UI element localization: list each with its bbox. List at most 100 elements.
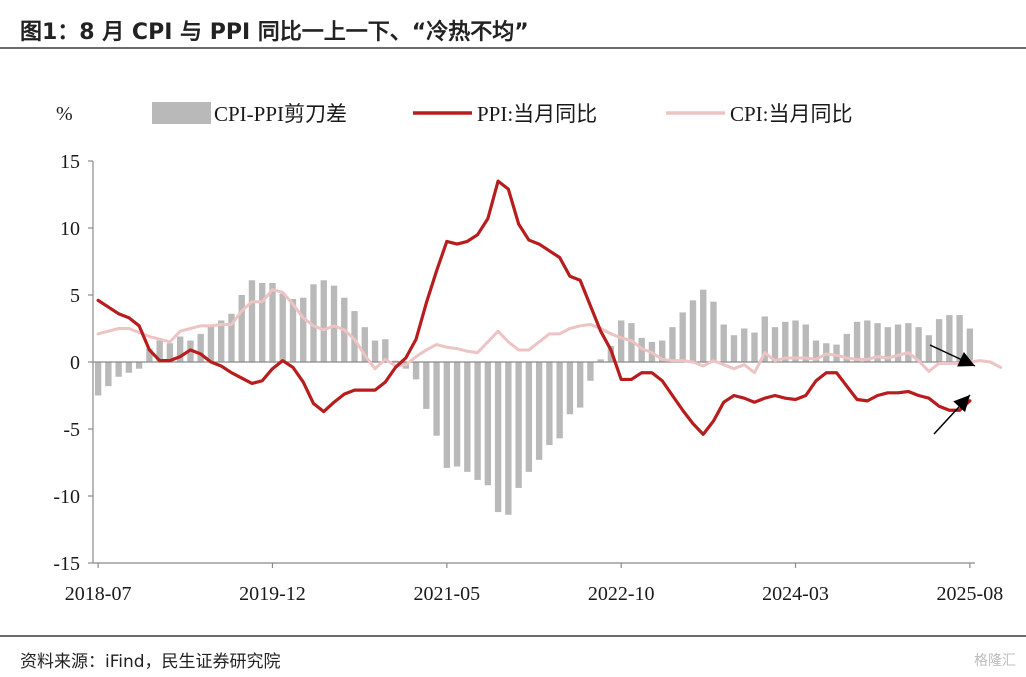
spread-bar	[720, 324, 727, 362]
spread-bar	[330, 285, 338, 362]
spread-bar	[679, 312, 686, 362]
spread-bar	[874, 323, 881, 362]
spread-bar	[864, 320, 871, 362]
spread-bar	[546, 362, 553, 446]
spread-bar	[576, 362, 584, 408]
ppi-up-arrow-head	[953, 395, 970, 413]
spread-bar	[792, 320, 799, 362]
y-axis-label: %	[56, 103, 73, 125]
y-tick-label: -10	[53, 486, 80, 508]
spread-bar	[228, 313, 235, 362]
spread-bar	[905, 323, 912, 362]
source-note: 资料来源：iFind，民生证券研究院	[20, 652, 281, 672]
spread-bar	[453, 362, 461, 467]
spread-bar	[966, 328, 974, 362]
spread-bar	[259, 282, 266, 362]
chart-title: 图1：8 月 CPI 与 PPI 同比一上一下、“冷热不均”	[20, 20, 529, 45]
bottom-divider	[0, 635, 1026, 637]
x-tick-label: 2018-07	[65, 583, 132, 605]
spread-bar	[310, 284, 317, 362]
spread-bar	[782, 321, 789, 362]
spread-bar	[535, 362, 543, 460]
spread-bar	[710, 301, 717, 362]
spread-bar	[125, 362, 133, 373]
cpi-down-arrow-head	[957, 351, 975, 367]
spread-bar	[300, 297, 307, 362]
y-tick-label: 15	[60, 151, 80, 173]
spread-bar	[320, 280, 327, 362]
spread-bar	[371, 340, 379, 362]
spread-bar	[218, 320, 225, 362]
spread-bar	[730, 335, 738, 362]
spread-bar	[853, 321, 861, 362]
spread-bar	[515, 362, 522, 488]
legend-swatch-spread	[152, 102, 211, 124]
spread-bar	[382, 339, 389, 362]
spread-bar	[618, 320, 625, 362]
spread-bar	[156, 340, 163, 362]
x-tick-label: 2021-05	[413, 583, 480, 605]
x-tick-label: 2025-08	[937, 583, 1004, 605]
spread-bar	[925, 335, 933, 362]
axes: 15 10 5 0 -5 -10 -15 2018-07 2019-12 2021-05 2022-…	[53, 151, 1003, 605]
spread-bar	[115, 362, 122, 377]
spread-bar	[248, 280, 256, 362]
spread-bar	[494, 362, 502, 513]
top-divider	[0, 47, 1026, 49]
spread-bar	[289, 299, 297, 362]
spread-bar	[946, 315, 953, 362]
spread-bar	[433, 362, 440, 436]
legend-label-ppi: PPI:当月同比	[477, 102, 597, 126]
spread-bar	[443, 362, 451, 468]
bars-series	[94, 280, 974, 515]
x-tick-label: 2024-03	[762, 583, 829, 605]
lines-series	[96, 179, 1003, 436]
spread-bar	[751, 332, 758, 362]
spread-bar	[525, 362, 533, 472]
spread-bar	[802, 324, 809, 362]
chart-canvas: CPI-PPI剪刀差 PPI:当月同比 CPI:当月同比 % 15 10 5 0 -5 -10…	[53, 102, 1003, 605]
spread-bar	[464, 362, 471, 472]
legend-label-spread: CPI-PPI剪刀差	[214, 102, 347, 126]
legend-label-cpi: CPI:当月同比	[730, 102, 853, 126]
spread-bar	[207, 325, 215, 362]
watermark: 格隆汇	[974, 653, 1016, 669]
spread-bar	[700, 289, 707, 362]
spread-bar	[597, 359, 604, 362]
spread-bar	[771, 327, 779, 362]
spread-bar	[843, 333, 850, 362]
spread-bar	[177, 336, 184, 362]
spread-bar	[956, 315, 963, 362]
y-tick-label: 5	[70, 285, 80, 307]
spread-bar	[659, 340, 666, 362]
spread-bar	[269, 282, 276, 362]
x-tick-label: 2019-12	[239, 583, 306, 605]
spread-bar	[556, 362, 563, 439]
y-tick-label: -5	[63, 419, 80, 441]
ppi-line	[96, 179, 972, 436]
spread-bar	[474, 362, 481, 480]
spread-bar	[94, 362, 102, 396]
spread-bar	[812, 340, 820, 362]
spread-bar	[884, 327, 892, 362]
trend-arrows	[929, 344, 976, 435]
spread-bar	[669, 327, 676, 362]
spread-bar	[197, 333, 204, 362]
spread-bar	[423, 362, 430, 409]
legend: CPI-PPI剪刀差 PPI:当月同比 CPI:当月同比	[152, 102, 853, 126]
spread-bar	[392, 360, 399, 362]
spread-bar	[566, 362, 574, 415]
cpi-line	[96, 288, 1003, 375]
spread-bar	[833, 344, 840, 362]
spread-bar	[741, 328, 748, 362]
spread-bar	[412, 362, 420, 380]
y-tick-label: 10	[60, 218, 80, 240]
spread-bar	[166, 343, 174, 362]
spread-bar	[484, 362, 492, 486]
spread-bar	[761, 316, 768, 362]
spread-bar	[105, 362, 112, 387]
y-tick-label: -15	[53, 553, 80, 575]
spread-bar	[628, 323, 635, 362]
spread-bar	[279, 293, 286, 362]
spread-bar	[587, 362, 594, 381]
